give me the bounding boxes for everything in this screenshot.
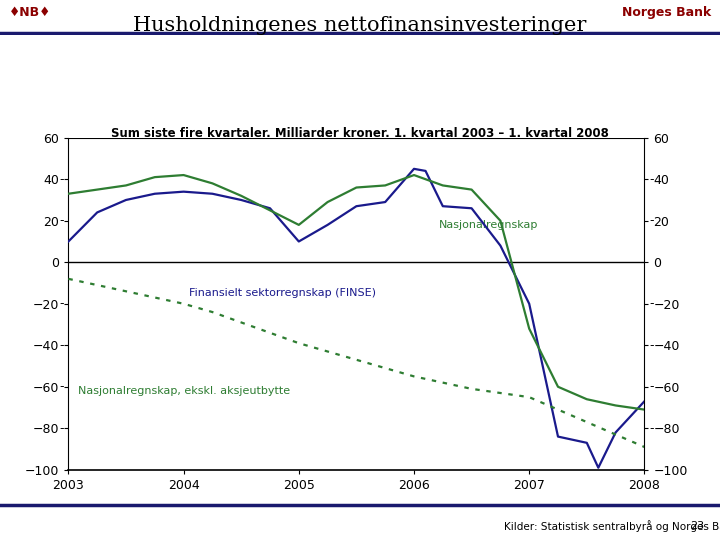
Text: 23: 23 [690,521,704,531]
Text: ♦NB♦: ♦NB♦ [9,6,51,19]
Text: Nasjonalregnskap, ekskl. aksjeutbytte: Nasjonalregnskap, ekskl. aksjeutbytte [78,386,289,396]
Text: -: - [649,173,654,186]
Text: -: - [59,422,64,435]
Text: -: - [59,380,64,393]
Text: -: - [649,339,654,352]
Text: -: - [59,173,64,186]
Text: Husholdningenes nettofinansinvesteringer: Husholdningenes nettofinansinvesteringer [133,16,587,35]
Text: Finansielt sektorregnskap (FINSE): Finansielt sektorregnskap (FINSE) [189,288,377,299]
Text: Nasjonalregnskap: Nasjonalregnskap [439,220,539,230]
Text: -: - [59,339,64,352]
Text: -: - [649,297,654,310]
Text: -: - [649,214,654,227]
Text: -: - [649,422,654,435]
Text: -: - [59,214,64,227]
Text: -: - [59,297,64,310]
Text: Kilder: Statistisk sentralbyrå og Norges Bank: Kilder: Statistisk sentralbyrå og Norges… [504,519,720,531]
Text: -: - [649,380,654,393]
Text: Sum siste fire kvartaler. Milliarder kroner. 1. kvartal 2003 – 1. kvartal 2008: Sum siste fire kvartaler. Milliarder kro… [111,127,609,140]
Text: Norges Bank: Norges Bank [622,6,711,19]
